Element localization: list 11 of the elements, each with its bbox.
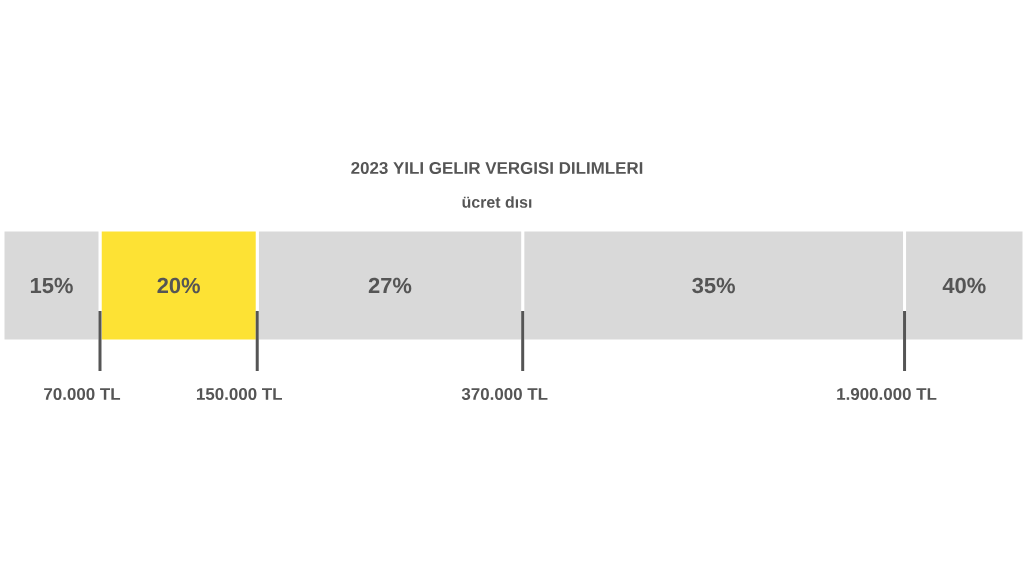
chart-title: 2023 YILI GELIR VERGISI DILIMLERI: [351, 161, 643, 174]
series-label: 35%: [692, 277, 735, 294]
chart-subtitle: ücret dısı: [462, 196, 532, 208]
text: 1.900.000 TL: [837, 388, 937, 400]
series-label: 40%: [942, 277, 986, 294]
text: 70.000 TL: [44, 388, 121, 400]
text: 370.000 TL: [461, 387, 548, 400]
series-label: 20%: [157, 277, 200, 294]
series-label: 27%: [368, 277, 412, 294]
text: 150.000 TL: [196, 388, 282, 400]
series-label: 15%: [30, 277, 73, 294]
